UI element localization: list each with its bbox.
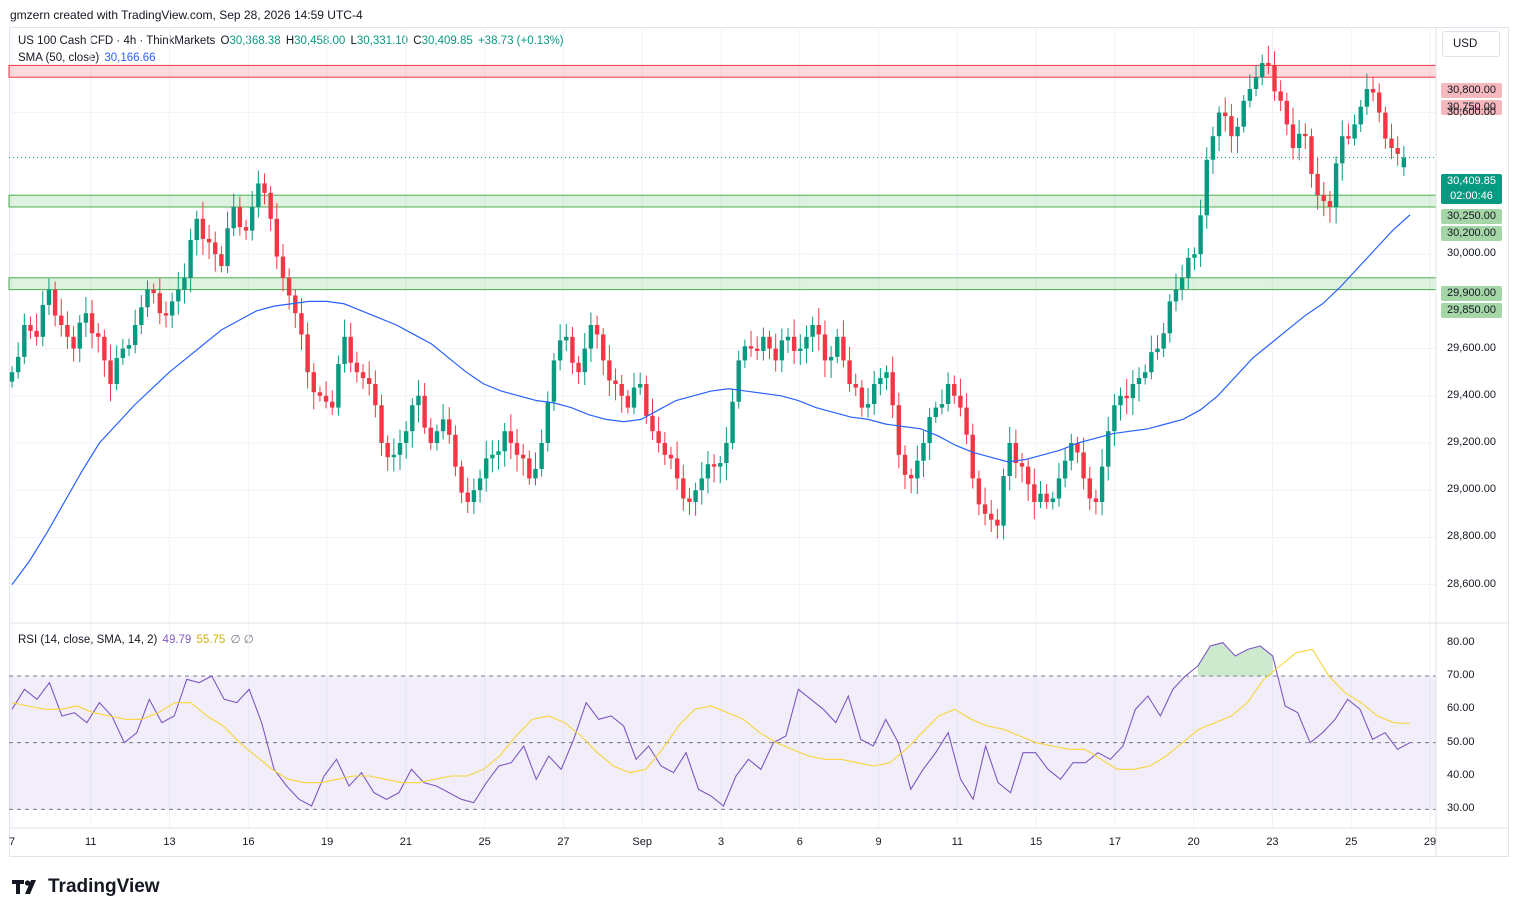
time-tick: 11 — [85, 836, 97, 848]
rsi-tick: 50.00 — [1447, 735, 1475, 748]
symbol-title[interactable]: US 100 Cash CFD · 4h · ThinkMarkets — [18, 35, 216, 47]
support-label-2: 30,200.00 — [1441, 226, 1502, 241]
time-tick: 19 — [320, 836, 334, 848]
sma-legend: SMA (50, close) 30,166.66 — [18, 52, 158, 64]
time-tick: 6 — [796, 836, 803, 848]
price-tick: 28,800.00 — [1447, 530, 1496, 543]
resistance-label-low: 30,750.00 — [1441, 100, 1502, 115]
time-tick: Sep — [632, 836, 653, 848]
price-tick: 29,200.00 — [1447, 436, 1496, 448]
high-value: 30,458.00 — [294, 35, 346, 47]
sma-label[interactable]: SMA (50, close) — [18, 52, 100, 64]
rsi-tick: 70.00 — [1447, 669, 1475, 681]
low-label: L — [350, 35, 357, 47]
price-tick: 29,600.00 — [1447, 341, 1496, 354]
time-tick: 21 — [399, 836, 412, 848]
time-tick: 13 — [163, 836, 176, 848]
last-price: 30,409.85 — [1447, 175, 1496, 187]
time-tick: 7 — [8, 836, 16, 848]
creator-line: gmzern created with TradingView.com, Sep… — [10, 8, 363, 22]
rsi-tick: 40.00 — [1447, 769, 1475, 781]
price-tick: 29,400.00 — [1447, 388, 1496, 401]
time-tick: 29 — [1423, 836, 1437, 848]
time-tick: 15 — [1029, 836, 1043, 848]
sma-value: 30,166.66 — [104, 52, 156, 64]
support-label-4: 29,850.00 — [1441, 303, 1502, 318]
price-tick: 28,600.00 — [1447, 577, 1496, 590]
time-tick: 25 — [1345, 836, 1358, 848]
change-value: +38.73 (+0.13%) — [477, 35, 564, 47]
rsi-label[interactable]: RSI (14, close, SMA, 14, 2) — [18, 634, 158, 646]
time-tick: 17 — [1108, 836, 1121, 848]
rsi-legend: RSI (14, close, SMA, 14, 2) 49.79 55.75 … — [18, 632, 256, 646]
price-tick: 30,600.00 — [1447, 105, 1496, 118]
support-label-1: 30,250.00 — [1441, 209, 1502, 224]
rsi-tick: 80.00 — [1447, 635, 1475, 648]
bar-countdown: 02:00:46 — [1450, 190, 1493, 202]
time-tick: 9 — [875, 836, 882, 848]
resistance-label-high: 30,800.00 — [1441, 83, 1502, 98]
time-tick: 25 — [478, 836, 491, 848]
rsi-value: 49.79 — [162, 634, 192, 646]
currency-button[interactable]: USD — [1442, 31, 1500, 57]
open-label: O — [220, 35, 230, 47]
low-value: 30,331.10 — [356, 35, 409, 47]
price-tick: 30,000.00 — [1447, 247, 1496, 260]
symbol-legend: US 100 Cash CFD · 4h · ThinkMarkets O30,… — [18, 35, 566, 47]
time-tick: 27 — [557, 836, 570, 848]
rsi-tick: 60.00 — [1447, 702, 1475, 715]
last-price-label: 30,409.85 02:00:46 — [1441, 174, 1502, 204]
close-value: 30,409.85 — [421, 35, 473, 47]
chart-frame — [9, 27, 1509, 857]
high-label: H — [285, 35, 295, 47]
time-tick: 23 — [1266, 836, 1279, 848]
tradingview-logo[interactable]: TradingView — [12, 876, 160, 898]
rsi-extra: ∅ ∅ — [230, 634, 254, 646]
time-tick: 16 — [242, 836, 255, 848]
rsi-sma-value: 55.75 — [196, 634, 226, 646]
close-label: C — [413, 35, 422, 47]
time-tick: 20 — [1187, 836, 1200, 848]
tradingview-logo-text: TradingView — [48, 876, 160, 897]
price-tick: 29,000.00 — [1447, 483, 1496, 496]
support-label-3: 29,900.00 — [1441, 286, 1502, 301]
time-tick: 11 — [951, 836, 964, 848]
open-value: 30,368.38 — [229, 35, 281, 47]
time-tick: 3 — [717, 836, 725, 848]
rsi-tick: 30.00 — [1447, 802, 1475, 815]
tradingview-logo-icon — [12, 878, 42, 896]
